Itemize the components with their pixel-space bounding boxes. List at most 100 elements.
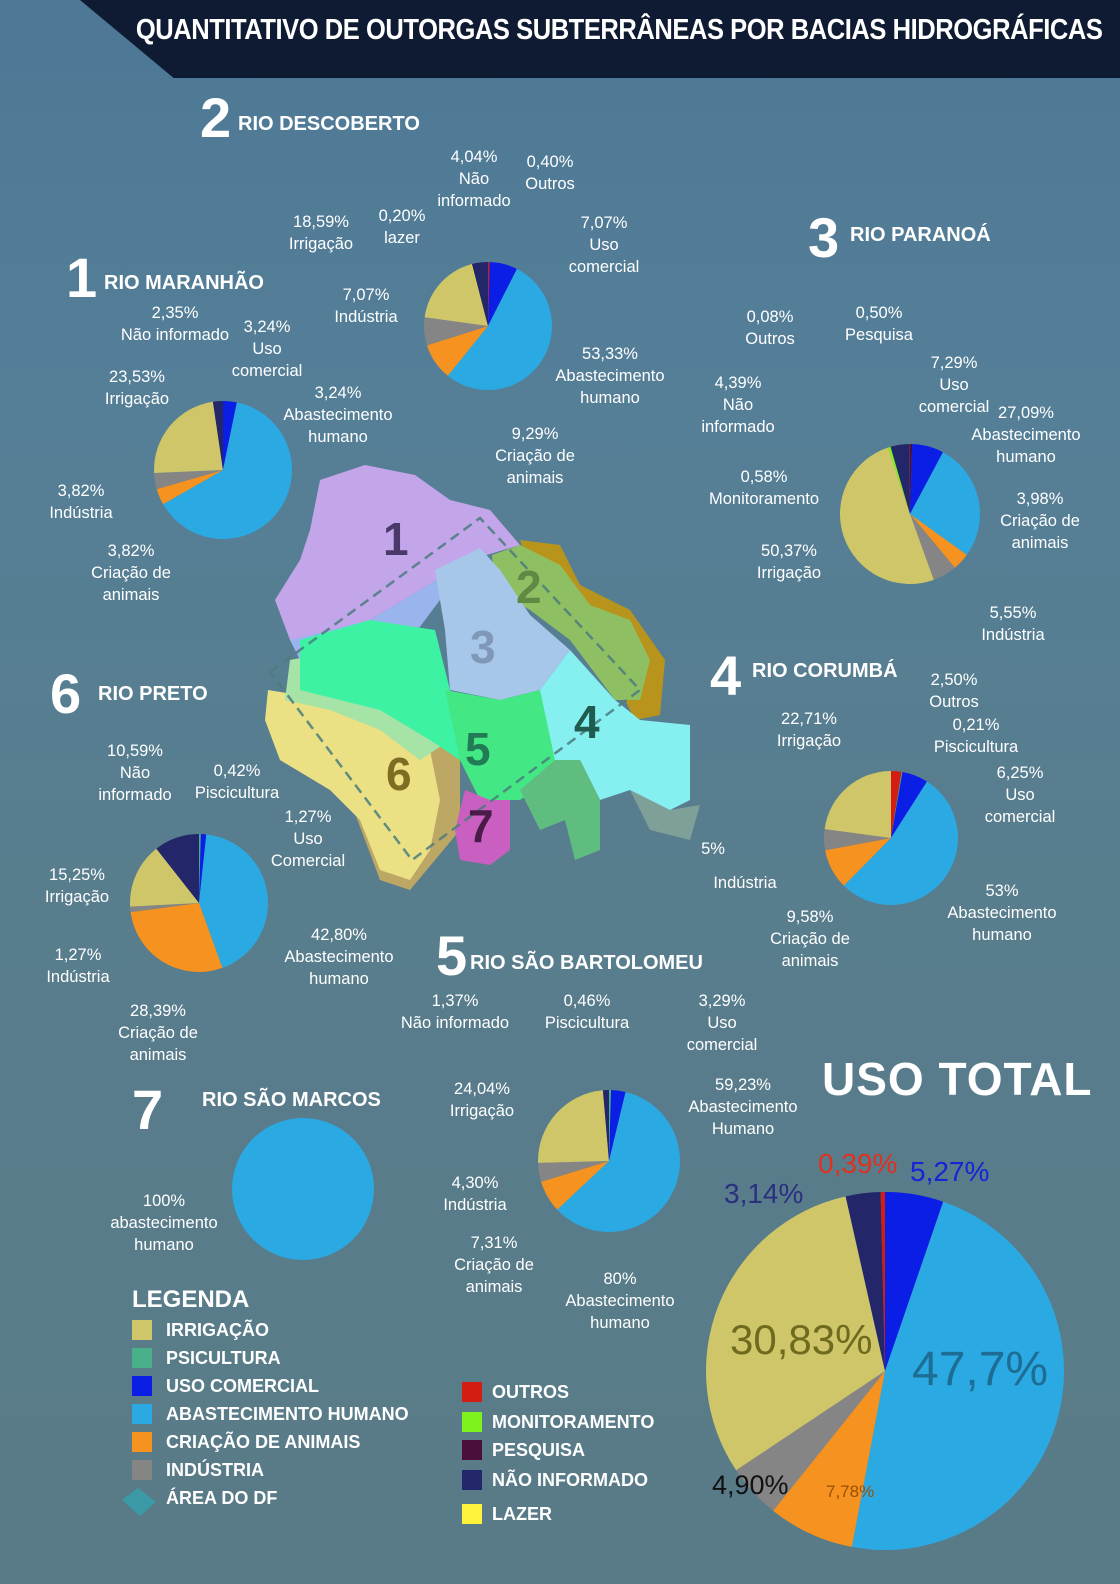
- label-corumba-industria: Indústria: [713, 874, 777, 892]
- pie-slice-outros: [488, 262, 490, 326]
- header-band: [80, 0, 1120, 78]
- legend-label: CRIAÇÃO DE ANIMAIS: [166, 1432, 361, 1452]
- pie-slice-abastecimento-humano: [851, 1201, 1064, 1550]
- map-basin-1b: [290, 560, 470, 660]
- legend-label: NÃO INFORMADO: [492, 1470, 648, 1490]
- pie-descoberto: [424, 262, 552, 390]
- total-label-outros: 0,39%: [818, 1148, 898, 1179]
- label-maranhao-abastecimento: 3,24% Abastecimento humano: [283, 384, 393, 446]
- label-descoberto-nao-informado: 4,04% Não informado: [437, 148, 511, 210]
- map-label-2: 2: [516, 561, 542, 613]
- legend-label: ABASTECIMENTO HUMANO: [166, 1404, 409, 1424]
- legend-label: ÁREA DO DF: [166, 1488, 278, 1508]
- uso-total-title: USO TOTAL: [822, 1053, 1093, 1105]
- label-corumba-piscicultura: 0,21% Piscicultura: [933, 716, 1019, 756]
- label-corumba-outros: 2,50% Outros: [929, 671, 979, 711]
- label-paranoa-irrigacao: 50,37% Irrigação: [756, 542, 822, 582]
- total-label-nao-informado: 3,14%: [724, 1178, 804, 1209]
- label-descoberto-outros: 0,40% Outros: [525, 153, 575, 193]
- pie-slice-nao-informado: [845, 1192, 885, 1371]
- map-basin-3: [435, 548, 570, 700]
- map-basin-6b: [285, 640, 450, 760]
- map-basin-4: [540, 650, 690, 810]
- label-paranoa-uso-comercial: 7,29% Uso comercial: [918, 354, 990, 416]
- pie-slice-criacao-de-animais: [825, 838, 891, 886]
- total-label-industria: 4,90%: [712, 1470, 789, 1500]
- map-label-1: 1: [383, 513, 409, 565]
- label-bartolomeu-industria: 4,30% Indústria: [443, 1174, 507, 1214]
- legend-label: LAZER: [492, 1504, 552, 1524]
- pie-slice-uso-comercial: [910, 444, 943, 514]
- pie-slice-industria: [910, 514, 955, 580]
- label-descoberto-abastecimento: 53,33% Abastecimento humano: [555, 345, 665, 407]
- total-label-criacao: 7,78%: [826, 1482, 875, 1501]
- pie-paranoa: [840, 444, 980, 584]
- legend-label: PESQUISA: [492, 1440, 586, 1460]
- pie-slice-industria: [824, 829, 891, 851]
- map-basin-5a: [300, 620, 460, 760]
- pie-slice-irrigacao: [130, 848, 199, 907]
- pie-slice-irrigacao: [154, 401, 223, 473]
- pie-slice-uso-comercial: [885, 1192, 944, 1371]
- label-descoberto-industria: 7,07% Indústria: [334, 286, 398, 326]
- pie-slice-piscicultura: [609, 1090, 612, 1161]
- legend-swatch-irrigacao: [132, 1320, 152, 1340]
- map-label-7: 7: [468, 800, 494, 852]
- pie-slice-industria: [154, 470, 223, 490]
- pie-slice-abastecimento-humano: [843, 781, 958, 905]
- label-descoberto-criacao: 9,29% Criação de animais: [495, 425, 575, 487]
- legend-swatch-pesquisa: [462, 1440, 482, 1460]
- legend-swatch-abastecimento: [132, 1404, 152, 1424]
- label-corumba-criacao: 9,58% Criação de animais: [770, 908, 850, 970]
- legend-swatch-lazer: [462, 1504, 482, 1524]
- total-label-uso-comercial: 5,27%: [910, 1156, 990, 1187]
- pie-slice-uso-comercial: [891, 771, 927, 838]
- legend-label: INDÚSTRIA: [166, 1460, 264, 1480]
- label-maranhao-criacao: 3,82% Criação de animais: [91, 542, 171, 604]
- label-bartolomeu-uso-comercial: 3,29% Uso comercial: [686, 992, 758, 1054]
- label-paranoa-outros: 0,08% Outros: [745, 308, 795, 348]
- pie-slice-monitoramento: [888, 446, 910, 514]
- label-corumba-irrigacao: 22,71% Irrigação: [776, 710, 842, 750]
- legend-label: MONITORAMENTO: [492, 1412, 655, 1432]
- basin-4-name: RIO CORUMBÁ: [752, 660, 898, 682]
- pie-slice-industria: [736, 1371, 885, 1511]
- pie-uso-total: [706, 1192, 1064, 1550]
- pie-slice-abastecimento-humano: [910, 452, 980, 555]
- pie-slice-piscicultura: [199, 834, 201, 903]
- map-basin-2: [492, 545, 650, 700]
- pie-slice-criacao-de-animais: [427, 326, 488, 376]
- pie-slice-nao-informado: [890, 444, 910, 514]
- map-label-4: 4: [574, 696, 600, 748]
- pie-slice-criacao-de-animais: [773, 1371, 885, 1547]
- legend-label: PSICULTURA: [166, 1348, 281, 1368]
- label-paranoa-monitoramento: 0,58% Monitoramento: [708, 468, 820, 508]
- basin-4-number: 4: [710, 644, 742, 707]
- label-descoberto-irrigacao: 18,59% Irrigação: [288, 213, 354, 253]
- pie-slice-abastecimento-humano: [199, 834, 268, 968]
- basin-1-name: RIO MARANHÃO: [104, 272, 264, 294]
- label-preto-nao-informado: 10,59% Não informado: [98, 742, 172, 804]
- pie-slice-pesquisa: [910, 444, 913, 514]
- pie-sao-bartolomeu: [538, 1090, 680, 1232]
- pie-slice-uso-comercial: [199, 834, 207, 903]
- label-preto-abastecimento: 42,80% Abastecimento humano: [284, 926, 394, 988]
- map-label-5: 5: [465, 723, 491, 775]
- label-bartolomeu-abastecimento-2: 80% Abastecimento humano: [565, 1270, 675, 1332]
- pie-preto: [130, 834, 268, 972]
- label-paranoa-criacao: 3,98% Criação de animais: [1000, 490, 1080, 552]
- label-maranhao-nao-informado: 2,35% Não informado: [120, 304, 230, 344]
- pie-slice-irrigacao: [840, 447, 934, 584]
- label-corumba-industria-value: 5%: [701, 840, 725, 858]
- pie-slice-abastecimento-humano: [557, 1091, 680, 1232]
- legend-swatch-piscicultura: [132, 1348, 152, 1368]
- pie-slice-lazer: [471, 264, 488, 326]
- pie-slice-uso-comercial: [488, 262, 517, 326]
- label-preto-industria: 1,27% Indústria: [46, 946, 110, 986]
- pie-slice-uso-comercial: [223, 401, 237, 470]
- map-basin-5b: [520, 760, 600, 860]
- pie-slice-criacao-de-animais: [156, 470, 223, 505]
- map-basin-7: [455, 790, 510, 865]
- label-paranoa-pesquisa: 0,50% Pesquisa: [845, 304, 913, 344]
- legend-swatch-industria: [132, 1460, 152, 1480]
